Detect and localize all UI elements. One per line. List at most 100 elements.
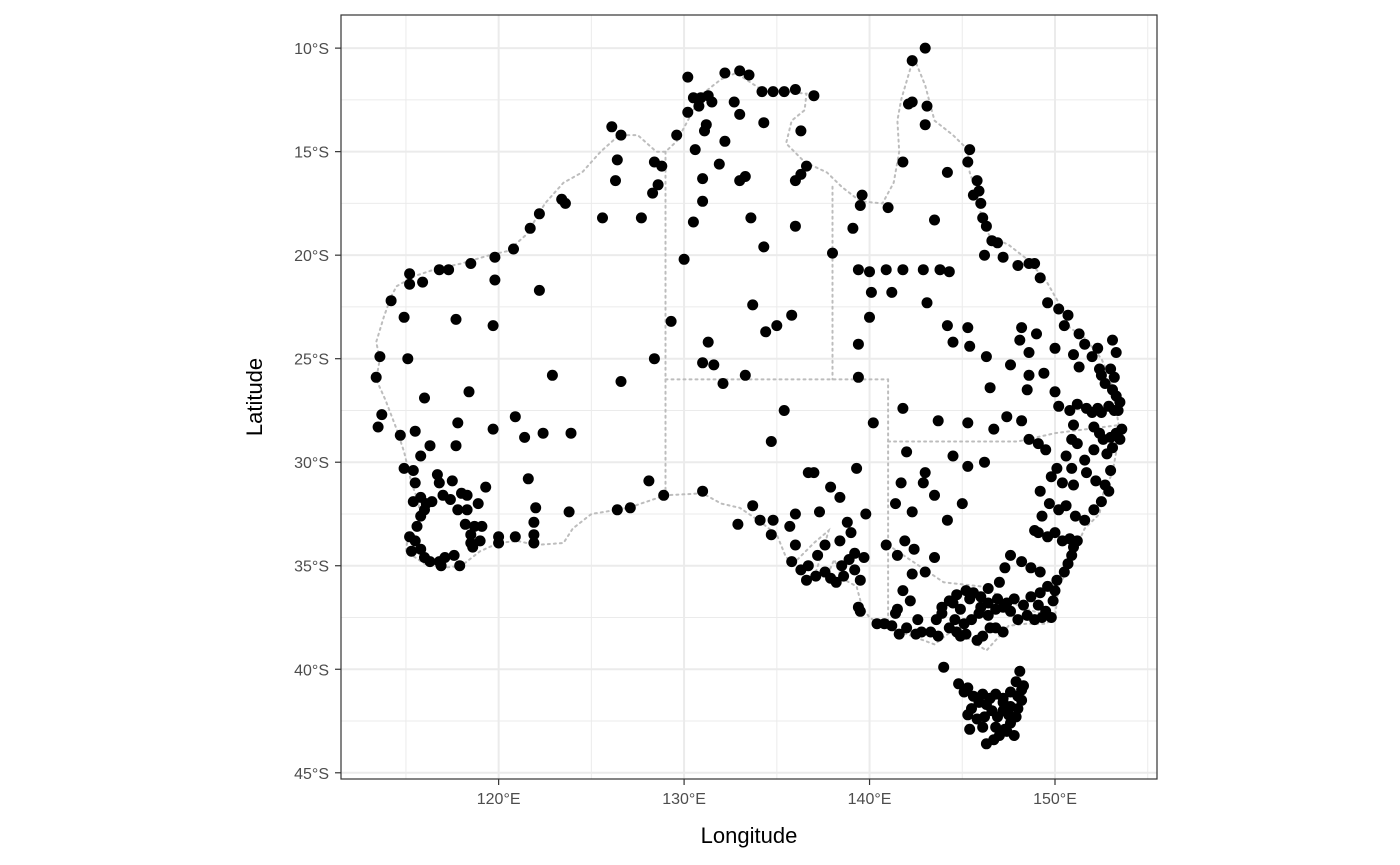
station-point bbox=[1014, 334, 1026, 346]
station-point bbox=[789, 508, 801, 520]
station-point bbox=[394, 429, 406, 441]
station-point bbox=[1062, 558, 1074, 570]
station-point bbox=[932, 630, 944, 642]
station-point bbox=[682, 71, 694, 83]
station-point bbox=[954, 603, 966, 615]
station-point bbox=[801, 160, 812, 172]
station-point bbox=[615, 129, 627, 141]
station-point bbox=[437, 489, 449, 501]
station-point bbox=[975, 197, 987, 209]
station-point bbox=[956, 498, 968, 510]
station-point bbox=[778, 86, 790, 98]
station-point bbox=[665, 315, 677, 327]
station-point bbox=[1025, 591, 1037, 603]
station-point bbox=[921, 297, 933, 309]
station-point bbox=[904, 595, 916, 607]
station-point bbox=[431, 469, 443, 481]
station-point bbox=[463, 386, 475, 398]
station-point bbox=[951, 589, 963, 601]
station-point bbox=[398, 311, 410, 323]
station-point bbox=[890, 498, 901, 510]
station-point bbox=[847, 222, 859, 234]
station-point bbox=[1023, 433, 1035, 445]
station-point bbox=[687, 92, 699, 104]
station-point bbox=[979, 249, 990, 261]
station-point bbox=[997, 251, 1009, 263]
station-point bbox=[958, 686, 970, 698]
station-point bbox=[648, 353, 660, 365]
station-point bbox=[895, 477, 907, 489]
station-point bbox=[947, 336, 959, 348]
station-point bbox=[487, 423, 499, 435]
station-point bbox=[1042, 580, 1054, 592]
station-point bbox=[891, 549, 903, 561]
station-point bbox=[929, 214, 940, 226]
station-point bbox=[546, 369, 558, 381]
station-point bbox=[480, 481, 492, 493]
state-border bbox=[887, 424, 1121, 443]
station-point bbox=[988, 423, 1000, 435]
station-point bbox=[852, 371, 864, 383]
station-point bbox=[765, 529, 777, 541]
station-point bbox=[1032, 527, 1044, 539]
station-point bbox=[1105, 363, 1117, 375]
station-point bbox=[1038, 367, 1050, 379]
station-point bbox=[1040, 444, 1052, 456]
x-axis-ticks: 120°E 130°E 140°E 150°E bbox=[477, 779, 1077, 808]
y-tick-label: 10°S bbox=[294, 41, 329, 58]
station-point bbox=[941, 514, 953, 526]
station-point bbox=[1101, 448, 1113, 460]
station-point bbox=[1034, 272, 1046, 284]
station-point bbox=[1114, 433, 1126, 445]
station-point bbox=[404, 278, 416, 290]
x-tick-label: 130°E bbox=[662, 791, 706, 808]
station-point bbox=[786, 309, 798, 321]
station-point bbox=[476, 520, 488, 532]
station-point bbox=[964, 593, 976, 605]
station-point bbox=[1012, 614, 1024, 626]
station-point bbox=[530, 502, 542, 514]
station-point bbox=[624, 502, 636, 514]
station-point bbox=[901, 622, 913, 634]
station-point bbox=[977, 721, 989, 733]
station-point bbox=[1001, 411, 1013, 423]
station-point bbox=[756, 86, 768, 98]
station-point bbox=[1025, 562, 1037, 574]
station-point bbox=[1066, 433, 1078, 445]
station-point bbox=[1081, 402, 1092, 414]
station-point bbox=[854, 574, 866, 586]
station-point bbox=[917, 264, 929, 276]
station-point bbox=[849, 564, 861, 576]
station-point bbox=[871, 618, 883, 630]
station-point bbox=[778, 405, 790, 416]
station-point bbox=[1095, 369, 1107, 381]
y-axis-title: Latitude bbox=[242, 358, 267, 436]
station-point bbox=[906, 506, 918, 518]
station-point bbox=[929, 552, 940, 563]
station-point bbox=[1032, 438, 1044, 450]
station-point bbox=[461, 489, 473, 501]
station-point bbox=[559, 197, 571, 209]
station-point bbox=[1116, 423, 1128, 435]
station-point bbox=[472, 498, 484, 510]
station-point bbox=[1108, 371, 1120, 383]
station-point bbox=[901, 446, 913, 458]
station-point bbox=[977, 212, 989, 224]
station-point bbox=[409, 477, 421, 489]
station-point bbox=[758, 241, 770, 253]
station-point bbox=[851, 462, 863, 474]
station-point bbox=[758, 117, 770, 129]
station-point bbox=[1016, 415, 1028, 427]
station-point bbox=[962, 417, 974, 429]
station-point bbox=[897, 264, 909, 276]
station-point bbox=[419, 392, 430, 404]
station-point bbox=[1068, 419, 1079, 431]
station-point bbox=[424, 556, 436, 568]
station-point bbox=[1031, 328, 1042, 340]
station-point bbox=[465, 258, 477, 269]
station-point bbox=[1045, 471, 1057, 483]
station-point bbox=[947, 450, 959, 462]
station-point bbox=[717, 378, 729, 389]
station-point bbox=[509, 531, 521, 543]
station-point bbox=[1105, 465, 1117, 476]
